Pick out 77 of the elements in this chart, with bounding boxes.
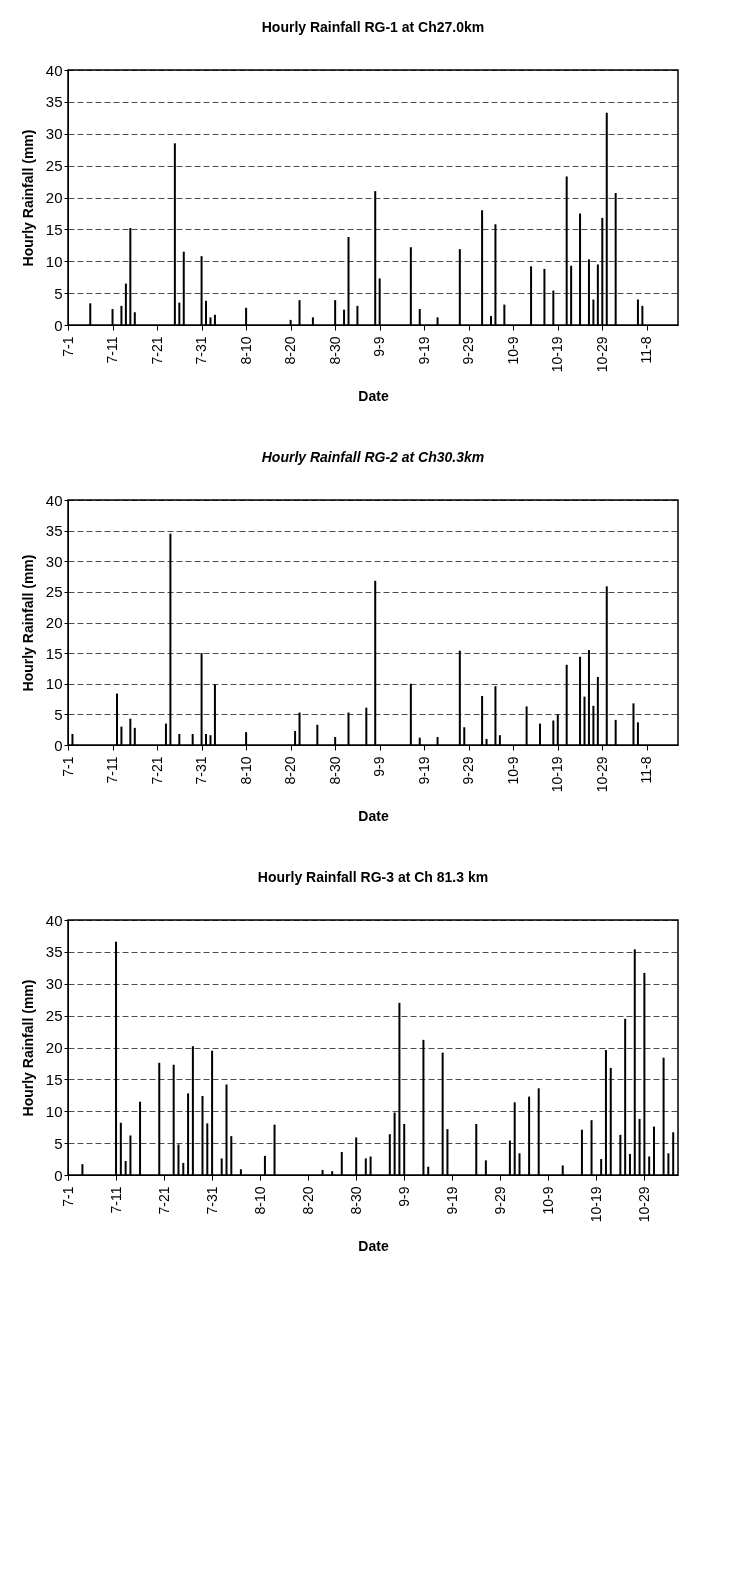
x-tick-label: 7-21 [148, 336, 165, 365]
x-tick-label: 10-9 [504, 336, 521, 365]
x-tick-label: 9-29 [460, 336, 477, 365]
x-tick-label: 7-1 [59, 336, 76, 357]
x-axis-title: Date [358, 808, 389, 825]
x-axis-title: Date [358, 388, 389, 405]
y-tick-label: 10 [45, 675, 63, 693]
x-tick-label: 8-30 [326, 336, 343, 365]
x-tick-label: 7-31 [193, 336, 210, 365]
y-tick-label: 35 [45, 943, 63, 961]
x-tick-label: 7-11 [104, 336, 121, 364]
x-tick-label: 8-10 [251, 1186, 268, 1215]
y-tick-label: 5 [54, 284, 63, 302]
y-tick-label: 40 [45, 491, 63, 509]
x-tick-label: 10-29 [593, 336, 610, 373]
x-tick-label: 7-31 [203, 1186, 220, 1215]
x-tick-label: 8-10 [237, 756, 254, 785]
x-axis-title: Date [358, 1238, 389, 1255]
chart-title: Hourly Rainfall RG-3 at Ch 81.3 km [257, 869, 489, 885]
chart-title: Hourly Rainfall RG-2 at Ch30.3km [261, 449, 485, 465]
x-tick-label: 8-20 [299, 1186, 316, 1215]
x-tick-label: 7-21 [148, 756, 165, 785]
y-tick-label: 30 [45, 552, 63, 570]
y-tick-label: 15 [45, 644, 63, 662]
x-tick-label: 8-20 [282, 756, 299, 785]
y-tick-label: 5 [54, 705, 63, 723]
x-tick-label: 10-19 [549, 756, 566, 793]
x-tick-label: 11-8 [638, 756, 655, 784]
x-tick-label: 7-11 [104, 756, 121, 784]
y-tick-label: 10 [45, 252, 63, 270]
y-axis-title: Hourly Rainfall (mm) [19, 979, 36, 1117]
x-tick-label: 8-10 [237, 336, 254, 365]
x-tick-label: 9-9 [371, 336, 388, 357]
x-tick-label: 7-31 [193, 756, 210, 785]
y-tick-label: 5 [54, 1134, 63, 1152]
x-tick-label: 8-20 [282, 336, 299, 365]
y-tick-label: 0 [54, 736, 63, 754]
y-tick-label: 25 [45, 157, 63, 175]
y-tick-label: 15 [45, 220, 63, 238]
x-tick-label: 10-9 [539, 1186, 556, 1215]
y-tick-label: 35 [45, 93, 63, 111]
x-tick-label: 7-11 [107, 1186, 124, 1214]
y-tick-label: 20 [45, 189, 63, 206]
x-tick-label: 10-29 [593, 756, 610, 793]
x-tick-label: 9-19 [443, 1186, 460, 1215]
y-tick-label: 15 [45, 1070, 63, 1088]
x-tick-label: 9-29 [491, 1186, 508, 1215]
y-tick-label: 40 [45, 61, 63, 79]
y-tick-label: 35 [45, 522, 63, 540]
x-tick-label: 9-29 [460, 756, 477, 785]
x-tick-label: 10-9 [504, 756, 521, 785]
chart-title: Hourly Rainfall RG-1 at Ch27.0km [261, 19, 485, 35]
y-axis-title: Hourly Rainfall (mm) [19, 129, 36, 267]
y-tick-label: 20 [45, 614, 63, 631]
x-tick-label: 8-30 [326, 756, 343, 785]
y-tick-label: 25 [45, 1007, 63, 1025]
x-tick-label: 10-19 [549, 336, 566, 373]
y-tick-label: 30 [45, 125, 63, 143]
x-tick-label: 7-1 [59, 1186, 76, 1207]
x-tick-label: 9-19 [415, 756, 432, 785]
y-tick-label: 40 [45, 911, 63, 929]
x-tick-label: 9-9 [371, 756, 388, 777]
y-tick-label: 30 [45, 975, 63, 993]
y-tick-label: 10 [45, 1102, 63, 1120]
y-tick-label: 20 [45, 1039, 63, 1056]
y-axis-title: Hourly Rainfall (mm) [19, 554, 36, 692]
y-tick-label: 0 [54, 1166, 63, 1184]
x-tick-label: 10-29 [635, 1186, 652, 1223]
x-tick-label: 7-1 [59, 756, 76, 777]
y-tick-label: 25 [45, 583, 63, 601]
x-tick-label: 10-19 [587, 1186, 604, 1223]
x-tick-label: 9-9 [395, 1186, 412, 1207]
y-tick-label: 0 [54, 316, 63, 334]
x-tick-label: 9-19 [415, 336, 432, 365]
x-tick-label: 11-8 [638, 336, 655, 364]
x-tick-label: 8-30 [347, 1186, 364, 1215]
x-tick-label: 7-21 [155, 1186, 172, 1215]
